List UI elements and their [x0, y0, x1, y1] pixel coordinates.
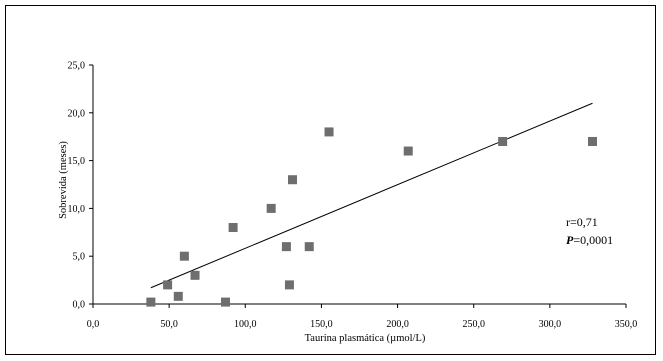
p-number: =0,0001 — [573, 233, 613, 247]
data-point — [266, 203, 276, 213]
y-tick-label: 25,0 — [68, 61, 86, 72]
data-point — [220, 297, 230, 307]
y-tick-label: 15,0 — [68, 156, 86, 167]
chart-frame — [5, 5, 656, 355]
axes — [89, 64, 627, 308]
data-point — [587, 136, 597, 146]
x-tick-label: 0,0 — [87, 319, 100, 330]
x-tick-label: 100,0 — [234, 319, 257, 330]
data-point — [304, 242, 314, 252]
data-point — [146, 297, 156, 307]
data-point — [498, 136, 508, 146]
data-point — [173, 291, 183, 301]
x-tick-label: 250,0 — [462, 319, 485, 330]
data-point — [324, 127, 334, 137]
correlation-r: r=0,71 — [566, 215, 598, 229]
x-axis-label: Taurina plasmática (µmol/L) — [305, 333, 426, 344]
data-point — [228, 223, 238, 233]
p-value: P=0,0001 — [566, 233, 613, 247]
x-tick-labels: 0,0 50,0 100,0 150,0 200,0 250,0 300,0 350,0 — [87, 319, 638, 330]
data-points — [146, 127, 597, 307]
y-tick-labels: 0,0 5,0 10,0 15,0 20,0 25,0 — [68, 61, 86, 311]
y-tick-label: 5,0 — [73, 252, 86, 263]
data-point — [281, 242, 291, 252]
y-tick-label: 0,0 — [73, 300, 86, 311]
trendline-group — [150, 102, 593, 289]
data-point — [163, 280, 173, 290]
p-symbol: P — [566, 233, 574, 247]
data-point — [190, 270, 200, 280]
x-tick-label: 350,0 — [615, 319, 638, 330]
x-tick-label: 50,0 — [160, 319, 178, 330]
data-point — [287, 175, 297, 185]
x-tick-label: 300,0 — [539, 319, 562, 330]
data-point — [403, 146, 413, 156]
trendline — [150, 102, 593, 289]
y-tick-label: 10,0 — [68, 204, 86, 215]
data-point — [284, 280, 294, 290]
y-axis-label: Sobrevida (meses) — [58, 141, 69, 219]
x-tick-label: 200,0 — [386, 319, 409, 330]
y-tick-label: 20,0 — [68, 108, 86, 119]
data-point — [179, 251, 189, 261]
x-tick-label: 150,0 — [310, 319, 333, 330]
